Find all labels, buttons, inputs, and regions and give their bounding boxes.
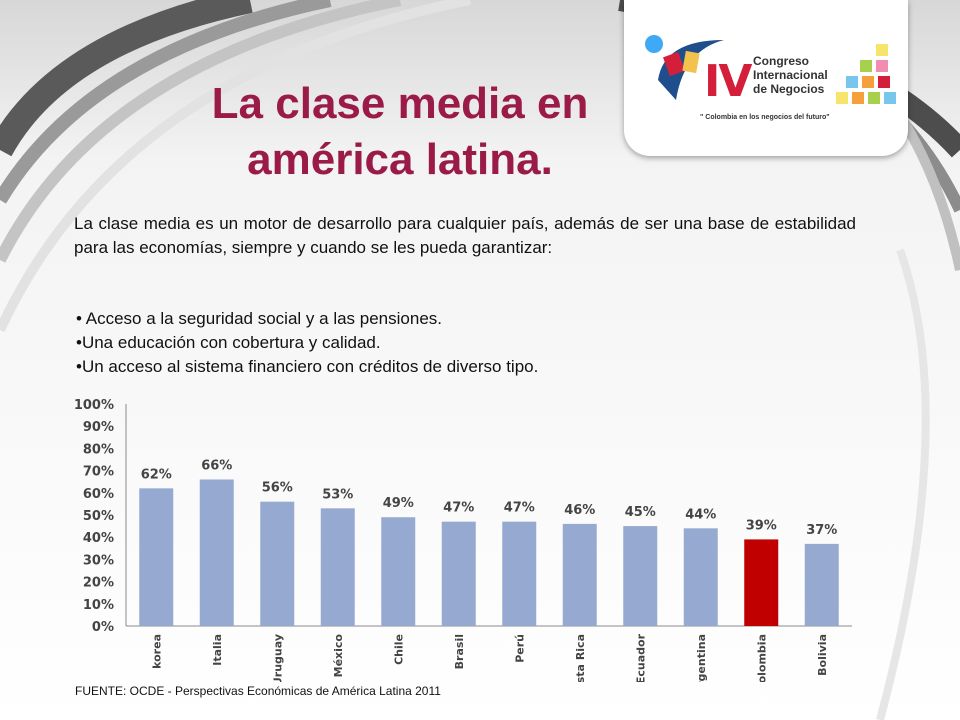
bar-argentina <box>683 528 718 626</box>
data-label: 62% <box>141 467 172 482</box>
logo-graphic <box>645 35 896 104</box>
x-tick-label: Ecuador <box>634 633 647 682</box>
bar-uruguay <box>260 501 295 626</box>
bar-chile <box>381 517 416 626</box>
y-tick-label: 80% <box>83 442 114 457</box>
data-label: 44% <box>685 507 716 522</box>
x-tick-label: Chile <box>392 634 405 665</box>
y-tick-label: 0% <box>92 620 114 635</box>
x-tick-label: Colombia <box>755 634 768 682</box>
y-tick-label: 100% <box>74 398 114 413</box>
y-tick-label: 40% <box>83 531 114 546</box>
data-label: 39% <box>746 518 777 533</box>
data-label: 53% <box>322 487 353 502</box>
x-tick-label: Italia <box>211 634 224 666</box>
x-tick-label: Perú <box>513 634 526 663</box>
x-tick-label: Costa Rica <box>574 634 587 682</box>
y-tick-label: 10% <box>83 598 114 613</box>
data-label: 49% <box>383 496 414 511</box>
data-label: 47% <box>504 501 535 516</box>
logo-figure-head <box>645 35 663 53</box>
bar-ecuador <box>623 526 658 626</box>
y-tick-label: 90% <box>83 420 114 435</box>
x-tick-label: Bolivia <box>816 634 829 676</box>
y-tick-label: 50% <box>83 509 114 524</box>
bar-perú <box>502 521 537 626</box>
x-tick-label: Uruguay <box>271 634 284 682</box>
y-tick-label: 60% <box>83 487 114 502</box>
data-label: 45% <box>625 505 656 520</box>
bar-colombia <box>744 539 779 626</box>
bullet-list: • Acceso a la seguridad social y a las p… <box>76 307 856 379</box>
bar-bolivia <box>804 543 839 626</box>
bar-korea <box>139 488 174 626</box>
bullet-item: •Un acceso al sistema financiero con cré… <box>76 357 539 376</box>
logo-line-2: Internacional <box>753 68 828 82</box>
data-label: 46% <box>564 503 595 518</box>
title-line-2: américa latina. <box>247 135 553 184</box>
logo-line-1: Congreso <box>753 54 810 68</box>
middle-class-bar-chart: 0% 10% 20% 30% 40% 50% 60% 70% 80% 90% 100% 62% kore… <box>74 398 852 682</box>
data-label: 37% <box>806 523 837 538</box>
logo-text: Congreso Internacional de Negocios <box>753 54 828 96</box>
data-label: 66% <box>201 458 232 473</box>
y-tick-label: 20% <box>83 576 114 591</box>
page-title: La clase media en américa latina. <box>150 76 650 188</box>
data-label: 56% <box>262 481 293 496</box>
data-label: 47% <box>443 501 474 516</box>
logo-numeral: IV <box>704 56 752 107</box>
title-line-1: La clase media en <box>211 79 589 128</box>
y-tick-label: 30% <box>83 553 114 568</box>
x-tick-label: Brasil <box>453 634 466 669</box>
congress-logo: IV <box>624 0 908 156</box>
bullet-item: •Una educación con cobertura y calidad. <box>76 333 381 352</box>
x-tick-label: México <box>332 634 345 678</box>
logo-slogan: " Colombia en los negocios del futuro" <box>700 114 830 121</box>
source-note: FUENTE: OCDE - Perspectivas Económicas d… <box>75 684 441 698</box>
bar-costa-rica <box>562 523 597 626</box>
bullet-item: • Acceso a la seguridad social y a las p… <box>76 309 442 328</box>
y-tick-label: 70% <box>83 465 114 480</box>
bar-italia <box>199 479 234 626</box>
x-tick-label: korea <box>150 634 163 669</box>
logo-mosaic <box>836 44 896 104</box>
intro-paragraph: La clase media es un motor de desarrollo… <box>74 214 856 257</box>
logo-line-3: de Negocios <box>753 82 825 96</box>
bar-brasil <box>441 521 476 626</box>
x-tick-label: Argentina <box>695 634 708 682</box>
bar-méxico <box>320 508 355 626</box>
